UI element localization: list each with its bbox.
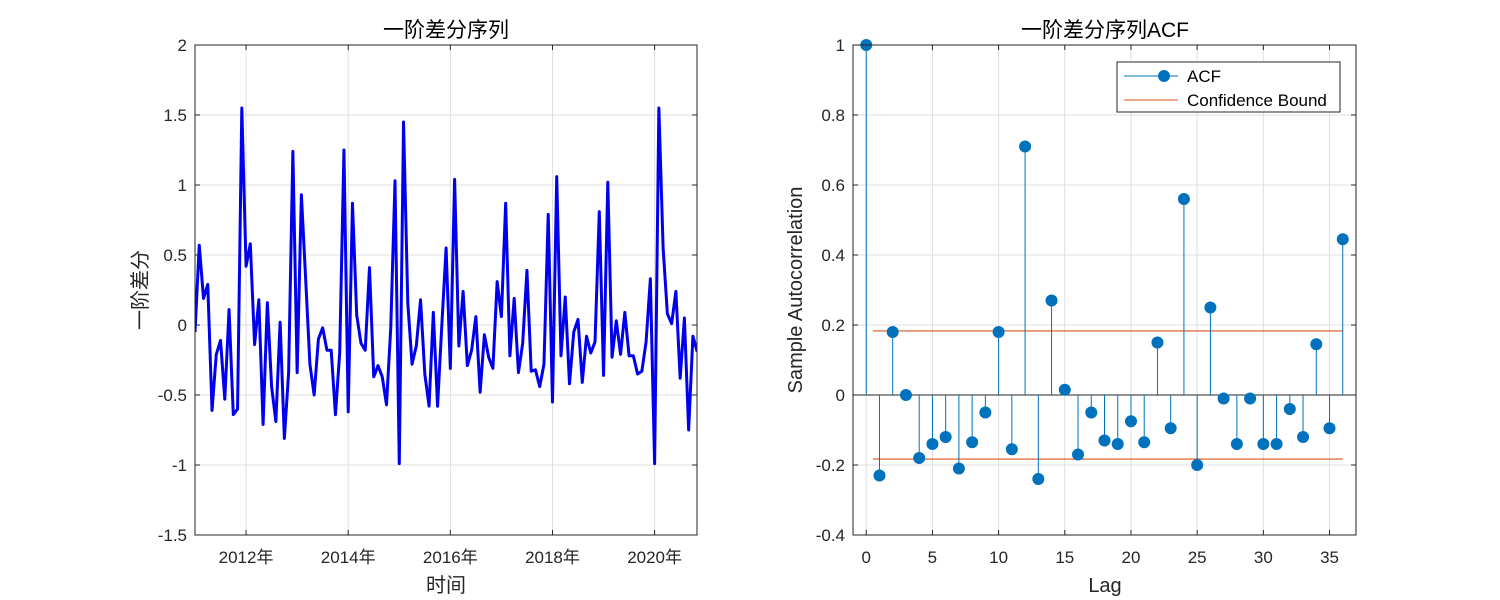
- legend: ACF Confidence Bound: [1116, 61, 1341, 113]
- x-tick-label: 0: [862, 548, 871, 567]
- acf-point: [992, 326, 1005, 338]
- y-tick-label: 0.8: [821, 106, 845, 125]
- acf-point: [1257, 438, 1270, 450]
- acf-point: [1045, 294, 1058, 307]
- plot-area: [853, 45, 1356, 535]
- legend-box: [1116, 61, 1341, 113]
- acf-point: [1323, 422, 1336, 435]
- gridlines: [853, 44, 1356, 536]
- plot-area: [195, 45, 697, 535]
- x-tick-label: 2020年: [627, 548, 682, 567]
- acf-point: [1005, 443, 1018, 456]
- y-tick-label: -1: [172, 456, 187, 475]
- x-tick-label: 35: [1320, 548, 1339, 567]
- acf-point: [1217, 392, 1230, 405]
- acf-point: [939, 431, 952, 443]
- x-axis-label: 时间: [426, 574, 466, 597]
- x-tick-label: 2016年: [423, 548, 478, 567]
- y-tick-label: 0: [836, 386, 845, 405]
- y-tick-label: 1.5: [163, 106, 187, 125]
- data-line: [195, 106, 697, 466]
- acf-point: [1244, 392, 1257, 405]
- acf-point: [1230, 438, 1243, 450]
- acf-point: [1085, 406, 1098, 419]
- acf-point: [1058, 383, 1071, 396]
- acf-point: [873, 469, 886, 482]
- acf-axes: -0.4 -0.2 0 0.2 0.4 0.6 0.8 1 0 5 10 15 20 25 30 35 一阶…: [785, 19, 1357, 597]
- y-tick-label: -0.2: [816, 456, 845, 475]
- acf-point: [1072, 448, 1085, 461]
- acf-point: [899, 389, 912, 401]
- acf-point: [1138, 436, 1151, 449]
- x-tick-label: 2018年: [525, 548, 580, 567]
- y-tick-label: 0.2: [821, 316, 845, 335]
- confidence-bounds: [872, 330, 1343, 460]
- x-axis-label: Lag: [1088, 575, 1121, 597]
- acf-point: [1270, 438, 1283, 450]
- chart-title: 一阶差分序列ACF: [1021, 19, 1189, 42]
- x-tick-label: 30: [1254, 548, 1273, 567]
- acf-point: [952, 462, 965, 475]
- y-tick-label: 2: [178, 36, 187, 55]
- acf-point: [1124, 415, 1137, 428]
- acf-point: [1310, 338, 1323, 351]
- series-line: [195, 106, 697, 466]
- acf-point: [1204, 301, 1217, 314]
- acf-point: [1191, 459, 1204, 471]
- acf-point: [1336, 233, 1349, 246]
- x-tick-label: 20: [1122, 548, 1141, 567]
- x-tick-label: 10: [989, 548, 1008, 567]
- legend-bound-label: Confidence Bound: [1187, 91, 1327, 110]
- acf-stems: [860, 39, 1349, 485]
- y-tick-label: 1: [178, 176, 187, 195]
- acf-point: [1098, 434, 1111, 447]
- acf-point: [979, 406, 992, 419]
- diff-series-axes: -1.5 -1 -0.5 0 0.5 1 1.5 2 2012年 2014年 2016年 2018年…: [129, 19, 698, 597]
- axes-box: [194, 44, 698, 536]
- x-tick-label: 2012年: [219, 548, 274, 567]
- chart-title: 一阶差分序列: [383, 19, 509, 42]
- acf-point: [1297, 431, 1310, 443]
- acf-point: [926, 438, 939, 450]
- y-axis-label: 一阶差分: [129, 250, 152, 330]
- legend-acf-label: ACF: [1187, 67, 1221, 86]
- x-tick-labels: 2012年 2014年 2016年 2018年 2020年: [219, 548, 682, 567]
- acf-point: [966, 436, 979, 449]
- y-tick-label: 0.4: [821, 246, 845, 265]
- legend-acf-marker: [1158, 70, 1170, 82]
- y-tick-labels: -1.5 -1 -0.5 0 0.5 1 1.5 2: [158, 36, 187, 545]
- y-tick-label: 0: [178, 316, 187, 335]
- axes-box: [852, 44, 1357, 536]
- acf-point: [1164, 422, 1177, 435]
- y-axis-label: Sample Autocorrelation: [785, 187, 807, 394]
- y-tick-label: -0.5: [158, 386, 187, 405]
- acf-point: [1032, 473, 1045, 485]
- y-tick-label: 0.5: [163, 246, 187, 265]
- acf-point: [1177, 193, 1190, 205]
- x-tick-labels: 0 5 10 15 20 25 30 35: [862, 548, 1339, 567]
- acf-point: [1151, 336, 1164, 349]
- acf-point: [1283, 403, 1296, 415]
- y-tick-labels: -0.4 -0.2 0 0.2 0.4 0.6 0.8 1: [816, 36, 845, 545]
- x-tick-label: 5: [928, 548, 937, 567]
- acf-point: [1111, 438, 1124, 450]
- acf-point: [1019, 140, 1032, 153]
- acf-point: [913, 452, 926, 464]
- y-tick-label: 1: [836, 36, 845, 55]
- y-tick-label: -0.4: [816, 526, 845, 545]
- y-tick-label: 0.6: [821, 176, 845, 195]
- x-tick-label: 25: [1188, 548, 1207, 567]
- y-tick-label: -1.5: [158, 526, 187, 545]
- x-tick-label: 2014年: [321, 548, 376, 567]
- x-tick-label: 15: [1055, 548, 1074, 567]
- acf-point: [886, 326, 899, 338]
